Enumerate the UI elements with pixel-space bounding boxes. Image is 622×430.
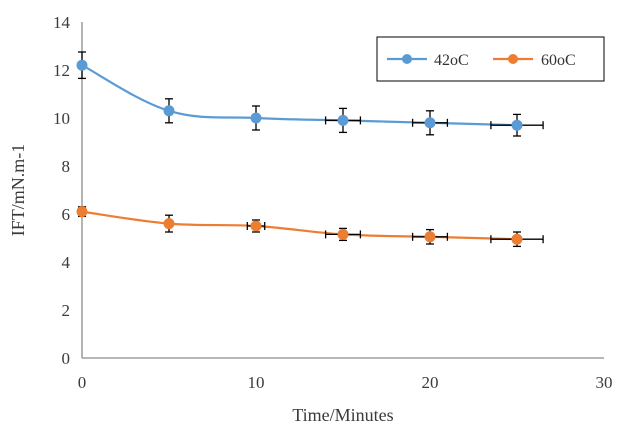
data-point (76, 59, 88, 71)
x-axis-title: Time/Minutes (292, 405, 393, 425)
data-point (250, 112, 262, 124)
y-tick-label: 14 (53, 13, 71, 32)
legend-swatch-marker (402, 54, 412, 64)
y-tick-label: 12 (53, 61, 70, 80)
y-tick-label: 8 (62, 157, 71, 176)
data-point (163, 218, 175, 230)
x-tick-label: 0 (78, 373, 87, 392)
legend: 42oC 60oC (376, 36, 605, 82)
data-point (511, 119, 523, 131)
data-point (511, 233, 523, 245)
legend-label: 42oC (434, 52, 469, 69)
y-axis-title: IFT/mN.m-1 (8, 144, 28, 237)
legend-label: 60oC (541, 52, 576, 69)
plot-series (76, 51, 544, 248)
y-tick-label: 0 (62, 349, 71, 368)
y-tick-label: 10 (53, 109, 70, 128)
data-point (163, 105, 175, 117)
data-point (424, 231, 436, 243)
data-point (337, 228, 349, 240)
data-point (337, 114, 349, 126)
y-tick-label: 6 (62, 205, 71, 224)
legend-item-1: 60oC (493, 52, 576, 69)
legend-box (376, 36, 605, 82)
series-1 (76, 206, 544, 248)
y-tick-labels: 0 2 4 6 8 10 12 14 (53, 13, 71, 368)
series-0 (76, 51, 544, 137)
x-tick-labels: 0 10 20 30 (78, 373, 613, 392)
x-tick-label: 20 (422, 373, 439, 392)
x-tick-label: 30 (596, 373, 613, 392)
y-tick-label: 4 (62, 253, 71, 272)
data-point (424, 117, 436, 129)
legend-items: 42oC 60oC (387, 52, 576, 69)
x-tick-label: 10 (248, 373, 265, 392)
data-point (76, 206, 88, 218)
legend-swatch-marker (508, 54, 518, 64)
series-line (81, 210, 518, 241)
y-tick-label: 2 (62, 301, 71, 320)
data-point (250, 220, 262, 232)
legend-item-0: 42oC (387, 52, 469, 69)
